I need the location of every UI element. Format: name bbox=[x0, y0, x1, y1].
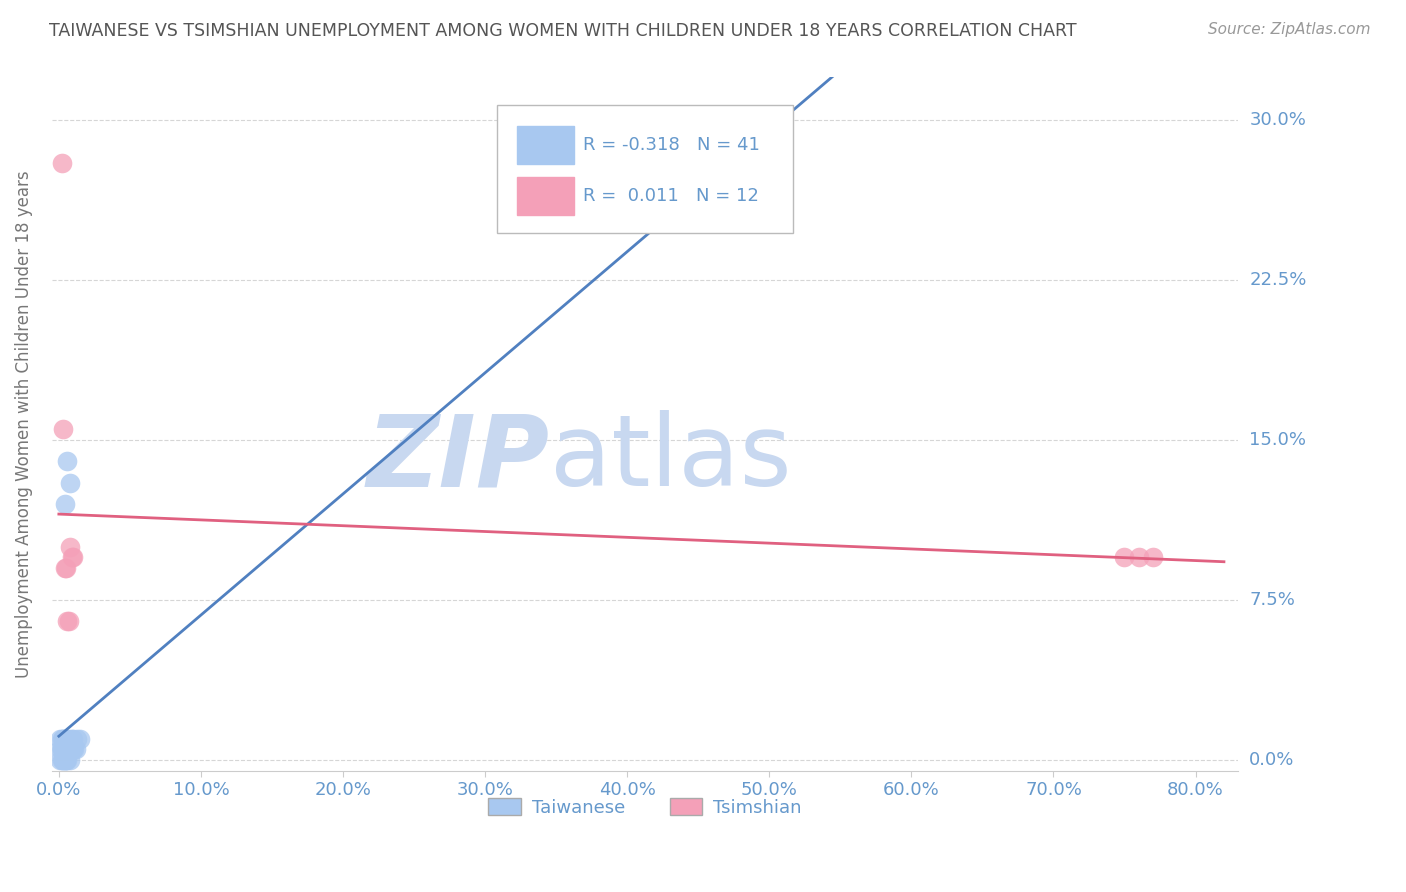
FancyBboxPatch shape bbox=[517, 126, 574, 164]
Point bbox=[55, 742, 77, 756]
Point bbox=[56, 454, 79, 468]
Point bbox=[58, 615, 80, 629]
Text: 7.5%: 7.5% bbox=[1250, 591, 1295, 609]
Text: ZIP: ZIP bbox=[367, 410, 550, 508]
Point bbox=[55, 753, 77, 767]
Point bbox=[55, 742, 77, 756]
Text: 0.0%: 0.0% bbox=[1250, 751, 1295, 769]
Point bbox=[52, 422, 75, 436]
Point bbox=[55, 561, 77, 575]
Point bbox=[58, 742, 80, 756]
Point bbox=[52, 753, 75, 767]
Point bbox=[52, 731, 75, 746]
Point bbox=[53, 731, 76, 746]
Text: atlas: atlas bbox=[550, 410, 792, 508]
Point bbox=[66, 731, 89, 746]
Point bbox=[52, 742, 75, 756]
Point bbox=[59, 753, 82, 767]
Point bbox=[60, 550, 83, 565]
Point bbox=[69, 731, 91, 746]
Point bbox=[59, 475, 82, 490]
Point bbox=[51, 731, 73, 746]
Point bbox=[1128, 550, 1150, 565]
Point bbox=[62, 731, 84, 746]
Text: 30.0%: 30.0% bbox=[1250, 112, 1306, 129]
Point bbox=[56, 742, 79, 756]
Point bbox=[51, 155, 73, 169]
Point bbox=[1142, 550, 1164, 565]
Text: 15.0%: 15.0% bbox=[1250, 431, 1306, 449]
Point bbox=[65, 742, 87, 756]
Point bbox=[55, 731, 77, 746]
Text: TAIWANESE VS TSIMSHIAN UNEMPLOYMENT AMONG WOMEN WITH CHILDREN UNDER 18 YEARS COR: TAIWANESE VS TSIMSHIAN UNEMPLOYMENT AMON… bbox=[49, 22, 1077, 40]
Point bbox=[59, 540, 82, 554]
Point bbox=[56, 742, 79, 756]
Text: Source: ZipAtlas.com: Source: ZipAtlas.com bbox=[1208, 22, 1371, 37]
Point bbox=[55, 753, 77, 767]
Point bbox=[58, 731, 80, 746]
Point bbox=[52, 742, 75, 756]
Point bbox=[60, 742, 83, 756]
Text: R =  0.011   N = 12: R = 0.011 N = 12 bbox=[583, 187, 759, 205]
Text: R = -0.318   N = 41: R = -0.318 N = 41 bbox=[583, 136, 761, 154]
Point bbox=[62, 550, 84, 565]
Point bbox=[62, 742, 84, 756]
Point bbox=[53, 753, 76, 767]
Point bbox=[63, 742, 86, 756]
Point bbox=[51, 742, 73, 756]
Point bbox=[53, 561, 76, 575]
Point bbox=[53, 742, 76, 756]
Point bbox=[58, 742, 80, 756]
Point bbox=[49, 731, 72, 746]
Text: 22.5%: 22.5% bbox=[1250, 271, 1306, 289]
Point bbox=[53, 742, 76, 756]
Point bbox=[49, 753, 72, 767]
Point bbox=[59, 742, 82, 756]
Point bbox=[60, 731, 83, 746]
Point bbox=[53, 497, 76, 511]
Point bbox=[56, 615, 79, 629]
Point bbox=[51, 753, 73, 767]
Point bbox=[52, 731, 75, 746]
Point bbox=[52, 753, 75, 767]
FancyBboxPatch shape bbox=[517, 177, 574, 215]
Y-axis label: Unemployment Among Women with Children Under 18 years: Unemployment Among Women with Children U… bbox=[15, 170, 32, 678]
FancyBboxPatch shape bbox=[496, 105, 793, 234]
Point bbox=[49, 742, 72, 756]
Point bbox=[1114, 550, 1136, 565]
Point bbox=[51, 742, 73, 756]
Point bbox=[56, 753, 79, 767]
Legend: Taiwanese, Tsimshian: Taiwanese, Tsimshian bbox=[481, 791, 808, 824]
